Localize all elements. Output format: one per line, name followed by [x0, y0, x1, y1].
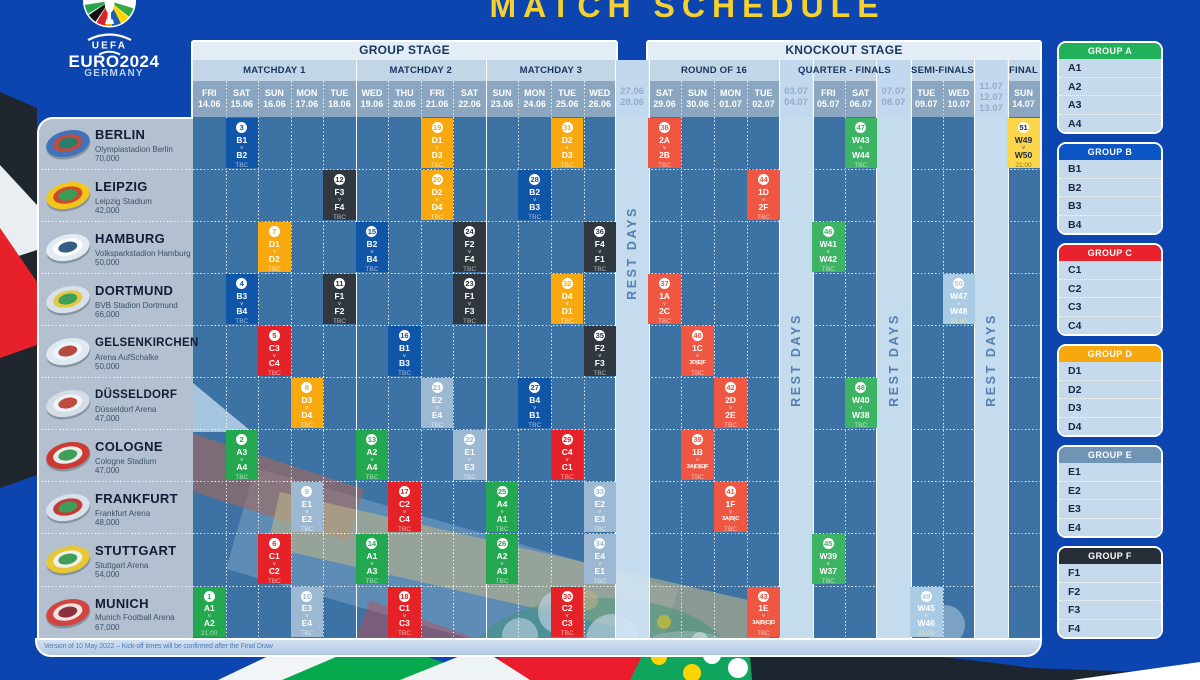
svg-text:UEFA: UEFA [92, 41, 127, 52]
